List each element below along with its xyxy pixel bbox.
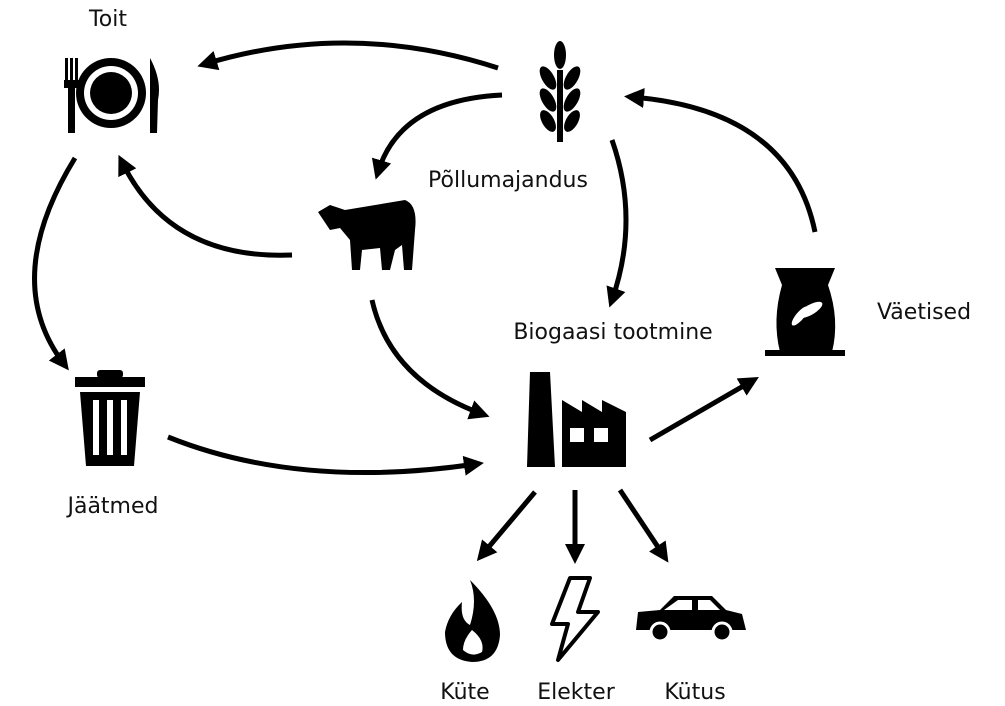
arrow xyxy=(118,154,293,258)
node-label: Biogaasi tootmine xyxy=(513,320,712,345)
car-icon xyxy=(636,596,746,643)
node-label: Elekter xyxy=(537,680,615,705)
arrow xyxy=(167,434,484,476)
arrows xyxy=(32,40,818,564)
cow-icon xyxy=(318,200,416,270)
node-label: Jäätmed xyxy=(65,494,158,519)
factory-icon xyxy=(527,372,626,467)
arrow xyxy=(648,376,759,443)
arrow xyxy=(617,488,669,563)
node-label: Küte xyxy=(440,680,489,705)
trash-icon xyxy=(75,370,145,466)
node-label: Toit xyxy=(88,7,127,32)
node-label: Väetised xyxy=(877,300,971,325)
arrow xyxy=(197,40,499,71)
fertilizer-icon xyxy=(765,268,845,356)
arrow xyxy=(369,299,490,420)
flame-icon xyxy=(445,580,500,662)
arrow xyxy=(624,88,818,233)
wheat-icon xyxy=(539,41,581,142)
node-label: Põllumajandus xyxy=(428,168,588,193)
arrow xyxy=(371,92,503,180)
arrow xyxy=(476,490,537,562)
bolt-icon xyxy=(550,576,600,662)
arrow xyxy=(32,156,78,371)
food-icon xyxy=(64,58,159,133)
arrow xyxy=(606,139,629,308)
node-label: Kütus xyxy=(664,680,725,705)
